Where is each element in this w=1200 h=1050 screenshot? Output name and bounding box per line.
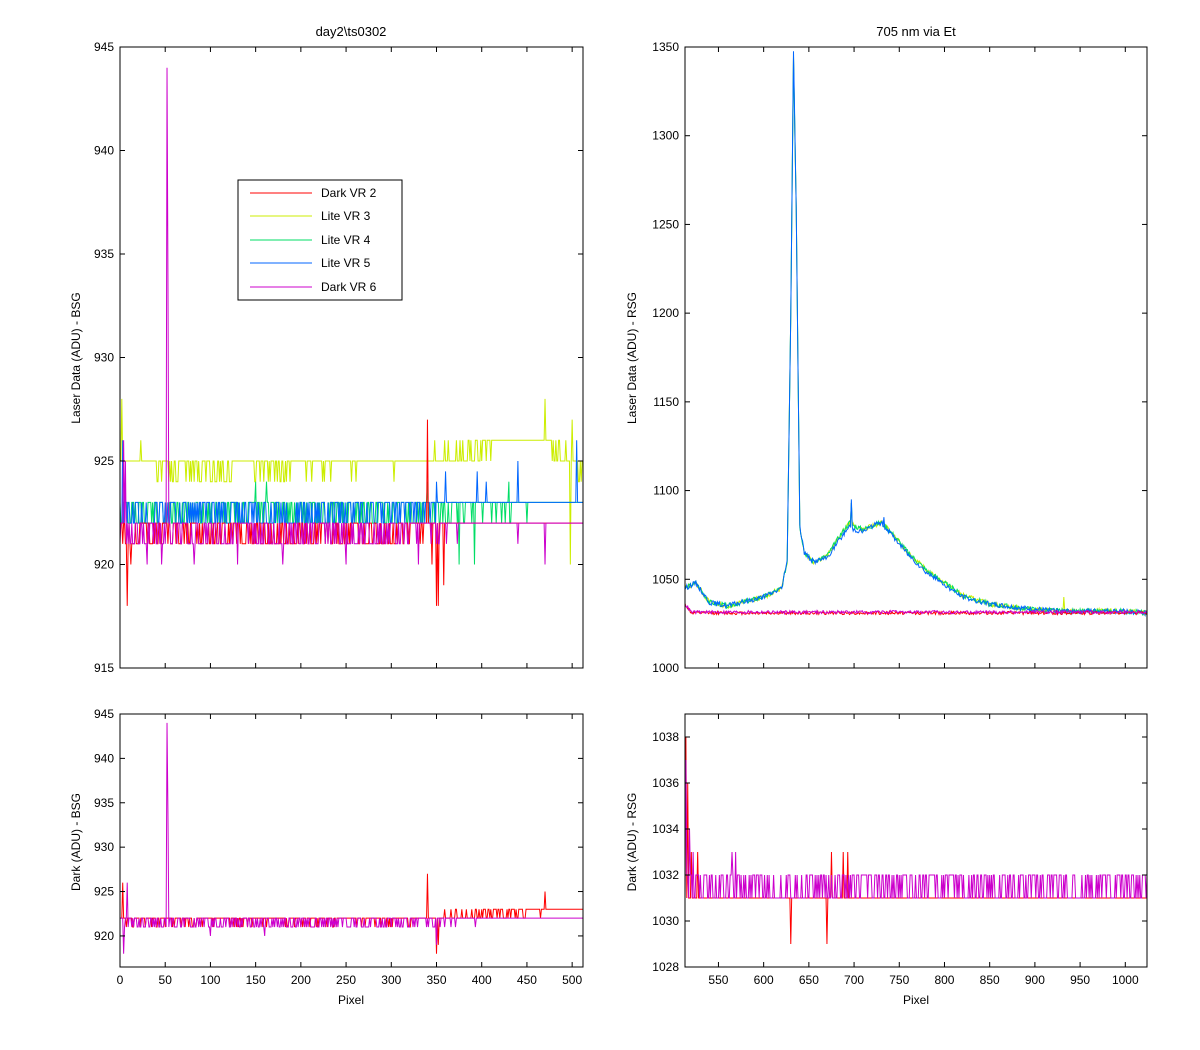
y-tick-label-bottom-right: 1034 xyxy=(652,822,679,836)
y-tick-label-bottom-right: 1032 xyxy=(652,868,679,882)
y-tick-label-bottom-left: 945 xyxy=(94,707,114,721)
chart-title-top-right: 705 nm via Et xyxy=(876,24,956,39)
x-tick-label-bottom-right: 650 xyxy=(799,973,819,987)
x-tick-label-bottom-right: 950 xyxy=(1070,973,1090,987)
axes-frame-top-right xyxy=(684,46,1148,669)
y-tick-label-top-left: 915 xyxy=(94,661,114,675)
plot-top-left: 915 920 925 930 935 940 945 xyxy=(94,40,584,675)
legend: Dark VR 2 Lite VR 3 Lite VR 4 Lite VR 5 … xyxy=(237,179,403,301)
y-tick-label-top-left: 930 xyxy=(94,351,114,365)
x-tick-label-bottom-right: 1000 xyxy=(1112,973,1139,987)
y-axis-label-bottom-right: Dark (ADU) - RSG xyxy=(625,793,639,892)
y-tick-label-bottom-left: 935 xyxy=(94,796,114,810)
y-tick-label-top-right: 1300 xyxy=(652,129,679,143)
panel-bottom-right: Dark (ADU) - RSG Pixel xyxy=(625,793,929,1007)
x-tick-label-bottom-right: 700 xyxy=(844,973,864,987)
plot-area-bottom-right xyxy=(685,714,1147,967)
y-tick-label-top-right: 1000 xyxy=(652,661,679,675)
plot-area-bottom-left xyxy=(120,714,583,967)
plot-area-top-left xyxy=(120,47,583,668)
x-tick-label-bottom-left: 200 xyxy=(291,973,311,987)
legend-label-lite-vr-3: Lite VR 3 xyxy=(321,209,371,223)
panel-bottom-left: Dark (ADU) - BSG Pixel xyxy=(69,793,364,1007)
y-tick-label-bottom-left: 920 xyxy=(94,929,114,943)
x-axis-label-bottom-left: Pixel xyxy=(338,993,364,1007)
y-tick-label-top-right: 1100 xyxy=(653,484,679,498)
y-tick-label-bottom-right: 1028 xyxy=(652,960,679,974)
series-group-top-left xyxy=(120,67,583,606)
legend-label-dark-vr-2: Dark VR 2 xyxy=(321,186,377,200)
y-tick-label-top-right: 1350 xyxy=(652,40,679,54)
series-line-dark-vr-6 xyxy=(685,604,1147,616)
plot-bottom-right: 550 600 650 700 750 800 850 900 950 1000 1028 1030 1… xyxy=(652,713,1148,987)
series-group-top-right xyxy=(685,51,1147,618)
y-axis-label-top-left: Laser Data (ADU) - BSG xyxy=(69,292,83,423)
y-tick-label-bottom-left: 925 xyxy=(94,885,114,899)
panel-top-right: 705 nm via Et Laser Data (ADU) - RSG xyxy=(625,24,956,424)
y-tick-label-top-left: 940 xyxy=(94,144,114,158)
series-line-lite-vr-3 xyxy=(120,398,583,565)
legend-label-dark-vr-6: Dark VR 6 xyxy=(321,280,377,294)
x-tick-label-bottom-left: 400 xyxy=(472,973,492,987)
y-tick-label-top-right: 1200 xyxy=(652,306,679,320)
y-tick-label-top-left: 945 xyxy=(94,40,114,54)
plot-area-top-right xyxy=(685,47,1147,668)
x-tick-label-bottom-left: 150 xyxy=(246,973,266,987)
series-group-bottom-right xyxy=(685,736,1147,945)
x-tick-label-bottom-right: 850 xyxy=(980,973,1000,987)
axes-frame-bottom-left xyxy=(119,713,584,968)
y-tick-label-bottom-right: 1038 xyxy=(652,730,679,744)
x-tick-label-bottom-right: 600 xyxy=(754,973,774,987)
x-tick-label-bottom-right: 550 xyxy=(708,973,728,987)
y-tick-label-bottom-right: 1036 xyxy=(652,776,679,790)
y-tick-label-top-right: 1150 xyxy=(653,395,679,409)
series-line-dark-vr-6 xyxy=(120,67,583,565)
y-tick-label-top-right: 1250 xyxy=(652,217,679,231)
y-tick-label-top-left: 920 xyxy=(94,558,114,572)
x-tick-label-bottom-left: 350 xyxy=(426,973,446,987)
x-axis-label-bottom-right: Pixel xyxy=(903,993,929,1007)
series-line-dark-vr-2 xyxy=(685,603,1147,616)
axes-frame-bottom-right xyxy=(684,713,1148,968)
x-tick-label-bottom-left: 250 xyxy=(336,973,356,987)
panel-top-left: day2\ts0302 Laser Data (ADU) - BSG xyxy=(69,24,386,424)
x-tick-label-bottom-right: 750 xyxy=(889,973,909,987)
x-tick-label-bottom-left: 300 xyxy=(381,973,401,987)
legend-label-lite-vr-4: Lite VR 4 xyxy=(321,233,371,247)
legend-label-lite-vr-5: Lite VR 5 xyxy=(321,256,371,270)
plot-top-right: 1000 1050 1100 1150 1200 1250 1300 1350 xyxy=(652,40,1148,675)
y-axis-label-bottom-left: Dark (ADU) - BSG xyxy=(69,793,83,891)
series-line-dark-vr-6 xyxy=(120,722,583,954)
y-tick-label-bottom-left: 940 xyxy=(94,751,114,765)
y-tick-label-top-left: 935 xyxy=(94,247,114,261)
y-tick-label-bottom-right: 1030 xyxy=(652,914,679,928)
x-tick-label-bottom-left: 450 xyxy=(517,973,537,987)
y-tick-label-top-left: 925 xyxy=(94,454,114,468)
y-tick-label-bottom-left: 930 xyxy=(94,840,114,854)
x-tick-label-bottom-left: 500 xyxy=(562,973,582,987)
plot-bottom-left: 0 50 100 150 200 250 300 350 400 450 500 920 925 930 9… xyxy=(94,707,584,987)
y-axis-label-top-right: Laser Data (ADU) - RSG xyxy=(625,292,639,424)
series-line-dark-vr-6 xyxy=(685,759,1147,899)
x-tick-label-bottom-left: 50 xyxy=(159,973,173,987)
x-tick-label-bottom-left: 0 xyxy=(117,973,124,987)
x-tick-label-bottom-right: 900 xyxy=(1025,973,1045,987)
x-tick-label-bottom-left: 100 xyxy=(200,973,220,987)
x-tick-label-bottom-right: 800 xyxy=(934,973,954,987)
y-tick-label-top-right: 1050 xyxy=(652,572,679,586)
series-group-bottom-left xyxy=(120,722,583,954)
chart-title-top-left: day2\ts0302 xyxy=(316,24,387,39)
series-line-lite-vr-5 xyxy=(685,51,1147,618)
